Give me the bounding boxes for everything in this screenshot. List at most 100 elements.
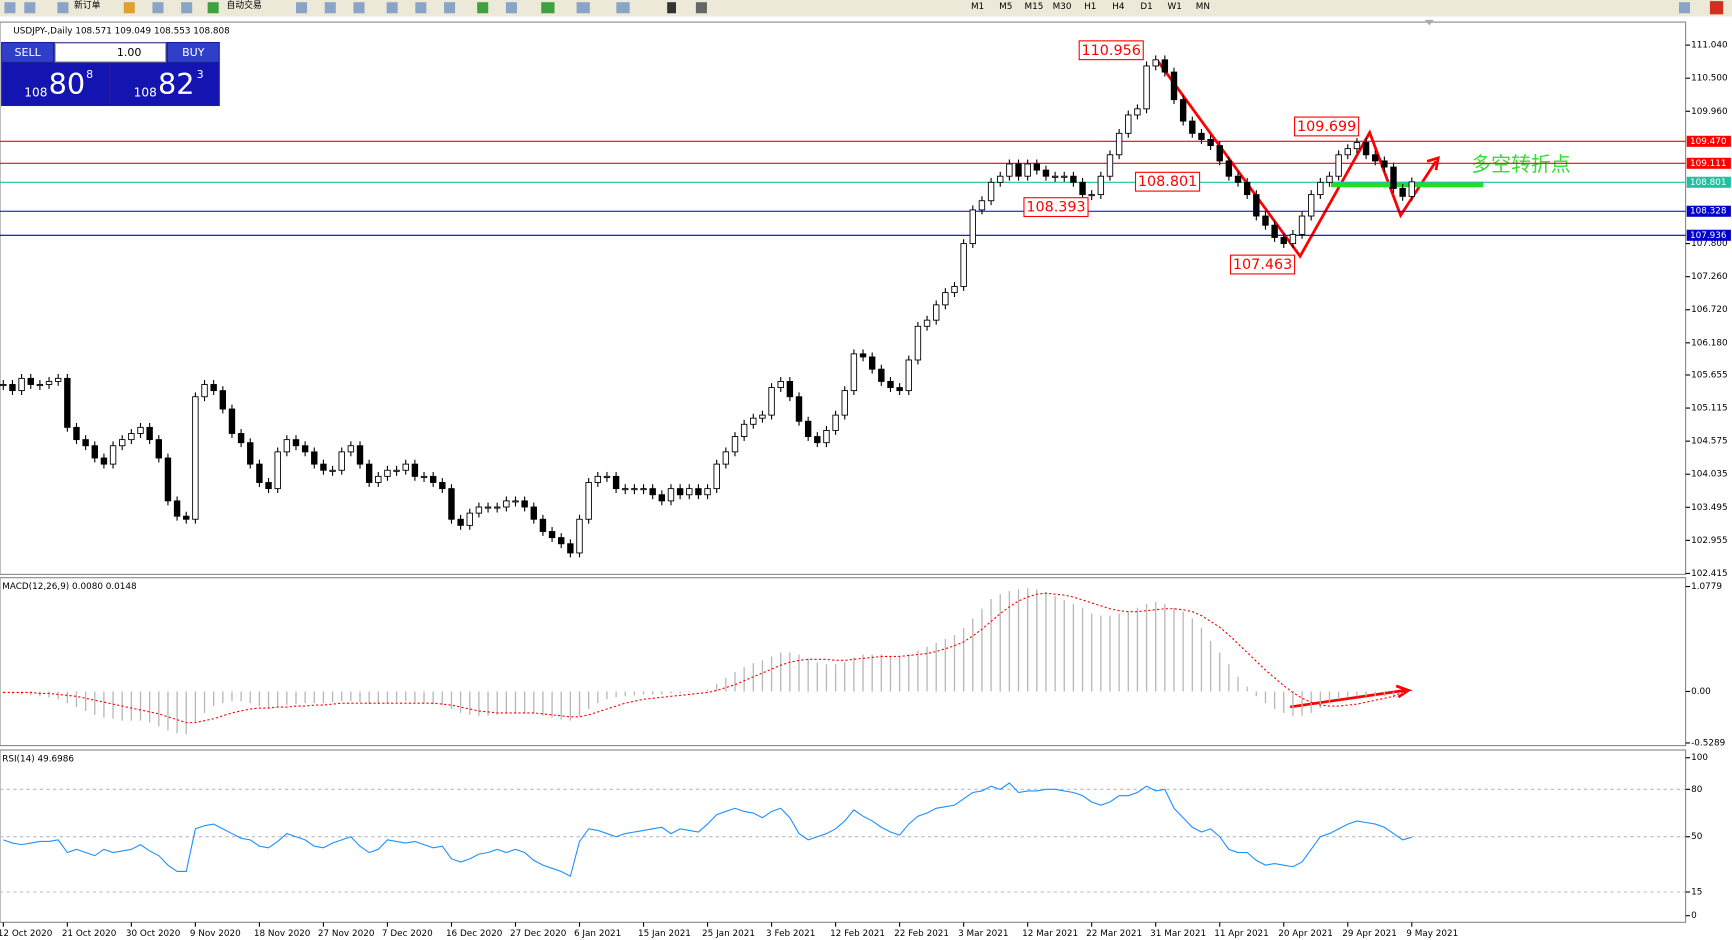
- candle-body: [457, 518, 464, 526]
- candle-body: [1207, 139, 1214, 147]
- candle-body: [585, 482, 592, 520]
- x-tick-label: 27 Nov 2020: [318, 929, 375, 939]
- timeframe-button[interactable]: M5: [999, 2, 1012, 12]
- candle-body: [1042, 169, 1050, 177]
- timeframe-button[interactable]: MN: [1196, 2, 1210, 12]
- candle-body: [713, 463, 720, 490]
- candle-body: [530, 506, 537, 520]
- candle-body: [676, 488, 684, 496]
- level-tag: [1686, 205, 1731, 217]
- candle-body: [997, 175, 1004, 183]
- candle-body: [814, 436, 821, 444]
- x-tick-label: 22 Mar 2021: [1086, 929, 1142, 939]
- candle-body: [731, 436, 739, 453]
- sell-button[interactable]: [2, 43, 54, 62]
- trade-panel: SELL 1.00 BUY 108 80 8 108 82 3: [1, 41, 220, 107]
- candle-body: [1271, 224, 1278, 238]
- candle-body: [429, 475, 437, 483]
- candle-body: [768, 387, 775, 416]
- timeframe-button[interactable]: M30: [1053, 2, 1072, 12]
- new-order-button[interactable]: 新订单: [74, 0, 101, 11]
- y-tick-label: 103.495: [1691, 503, 1728, 513]
- candle-body: [311, 451, 318, 465]
- timeframe-button[interactable]: H4: [1112, 2, 1125, 12]
- candle-body: [841, 390, 848, 416]
- x-tick-label: 6 Jan 2021: [574, 929, 621, 939]
- candle-body: [1408, 181, 1416, 197]
- x-tick-label: 20 Apr 2021: [1278, 929, 1333, 939]
- candle-body: [347, 445, 355, 453]
- shift-marker: [1424, 19, 1434, 26]
- ask-box[interactable]: [111, 62, 219, 105]
- candle-body: [73, 426, 80, 441]
- candle-body: [969, 209, 976, 245]
- candle-body: [1234, 175, 1242, 183]
- candle-body: [1115, 132, 1123, 156]
- indicator-header: RSI(14) 49.6986: [2, 754, 74, 764]
- timeframe-button[interactable]: H1: [1084, 2, 1096, 12]
- y-tick-label: 104.035: [1691, 470, 1728, 480]
- candle-body: [320, 463, 327, 471]
- lots-value: 1.00: [117, 46, 142, 59]
- ask-point: 3: [197, 68, 204, 81]
- candle-body: [951, 286, 958, 294]
- candle-body: [1024, 163, 1031, 177]
- x-tick-label: 22 Feb 2021: [894, 929, 949, 939]
- candle-body: [612, 475, 620, 490]
- y-tick-label: 105.655: [1691, 370, 1728, 380]
- y-tick-label: 15: [1691, 888, 1702, 898]
- candle-body: [1326, 175, 1333, 183]
- zigzag-arrow: [1156, 59, 1438, 259]
- macd-panel: [0, 577, 1687, 747]
- timeframe-button[interactable]: D1: [1140, 2, 1152, 12]
- candle-body: [18, 377, 25, 392]
- candle-body: [384, 469, 391, 477]
- timeframe-bar: M1 M5 M15 M30 H1 H4 D1 W1 MN: [971, 2, 1210, 12]
- buy-button[interactable]: [167, 43, 219, 62]
- candle-body: [603, 475, 611, 478]
- auto-trading-button[interactable]: 自动交易: [226, 0, 261, 11]
- candle-body: [933, 304, 940, 321]
- candle-body: [905, 359, 912, 392]
- indicator-header: MACD(12,26,9) 0.0080 0.0148: [2, 582, 137, 592]
- ask-pips: 82: [158, 67, 195, 101]
- rsi-line: [3, 782, 1412, 878]
- candle-body: [1198, 132, 1205, 140]
- candle-body: [1088, 194, 1095, 197]
- y-tick-label: 0: [1691, 911, 1697, 921]
- sell-label: SELL: [14, 46, 41, 59]
- x-tick-label: 12 Feb 2021: [830, 929, 885, 939]
- candle-body: [1079, 181, 1086, 196]
- candle-body: [109, 445, 117, 465]
- bid-box[interactable]: [2, 62, 110, 105]
- candle-body: [9, 384, 16, 392]
- candle-body: [228, 408, 236, 434]
- lots-input[interactable]: [54, 42, 167, 63]
- candle-body: [503, 500, 510, 508]
- x-tick-label: 30 Oct 2020: [126, 929, 181, 939]
- timeframe-button[interactable]: M1: [971, 2, 984, 12]
- candle-body: [1262, 215, 1269, 226]
- candle-body: [576, 518, 583, 554]
- price-annotation-box: [1078, 40, 1144, 61]
- candle-body: [466, 512, 473, 526]
- candle-body: [1280, 237, 1287, 245]
- bid-pips: 80: [49, 67, 86, 101]
- candle-body: [914, 325, 922, 361]
- candle-body: [1189, 120, 1196, 134]
- timeframe-button[interactable]: M15: [1024, 2, 1043, 12]
- pivot-annotation: 多空转折点: [1471, 153, 1570, 176]
- timeframe-button[interactable]: W1: [1168, 2, 1182, 12]
- candle-body: [686, 488, 693, 496]
- candle-body: [1399, 188, 1406, 197]
- x-tick-label: 3 Feb 2021: [766, 929, 815, 939]
- candle-body: [1298, 215, 1306, 235]
- candle-body: [695, 488, 702, 496]
- candle-body: [1216, 145, 1223, 162]
- x-tick-label: 3 Mar 2021: [958, 929, 1008, 939]
- level-label: 107.936: [1690, 231, 1727, 241]
- candle-body: [54, 377, 62, 382]
- candle-body: [878, 368, 885, 382]
- arrow-head: [1426, 155, 1440, 171]
